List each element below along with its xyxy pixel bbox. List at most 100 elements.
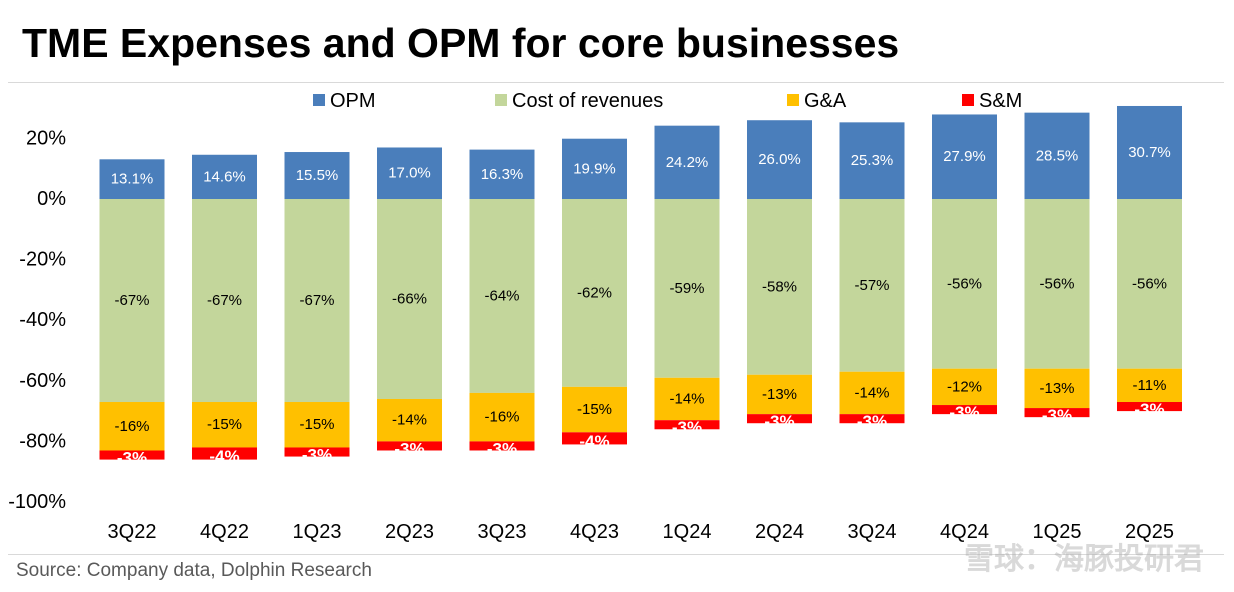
- data-label: -3%: [949, 403, 979, 422]
- data-label: -59%: [669, 280, 704, 297]
- bar-s-m: [284, 447, 350, 457]
- y-tick-label: -40%: [19, 309, 66, 331]
- y-tick-label: -100%: [8, 491, 66, 513]
- bar-s-m: [469, 441, 535, 451]
- data-label: -64%: [484, 287, 519, 304]
- bar-s-m: [192, 447, 257, 460]
- data-label: -56%: [1132, 275, 1167, 292]
- bar-g-a: [562, 386, 627, 433]
- legend-label: S&M: [979, 90, 1022, 112]
- bar-g-a: [747, 374, 812, 415]
- data-label: -14%: [392, 412, 427, 429]
- bar-cost-of-revenues: [284, 199, 350, 403]
- x-tick-label: 2Q25: [1125, 521, 1174, 543]
- data-label: 27.9%: [943, 148, 986, 165]
- bar-opm: [747, 120, 812, 199]
- bar-opm: [839, 122, 905, 199]
- data-label: 15.5%: [296, 167, 339, 184]
- bar-opm: [284, 152, 350, 199]
- bar-cost-of-revenues: [562, 199, 627, 387]
- data-label: -4%: [209, 447, 239, 466]
- bar-g-a: [377, 398, 442, 442]
- data-label: 17.0%: [388, 165, 431, 182]
- bar-cost-of-revenues: [192, 199, 257, 403]
- data-label: -67%: [114, 292, 149, 309]
- x-tick-label: 3Q22: [108, 521, 157, 543]
- bar-g-a: [284, 402, 350, 448]
- data-label: -57%: [854, 277, 889, 294]
- data-label: -67%: [299, 292, 334, 309]
- legend-swatch: [313, 94, 325, 106]
- data-label: -4%: [579, 432, 609, 451]
- data-label: -16%: [484, 409, 519, 426]
- x-tick-label: 4Q23: [570, 521, 619, 543]
- data-label: -14%: [854, 384, 889, 401]
- data-label: 24.2%: [666, 154, 709, 171]
- bar-g-a: [839, 371, 905, 415]
- x-tick-label: 4Q22: [200, 521, 249, 543]
- data-label: -3%: [1134, 400, 1164, 419]
- bar-opm: [377, 147, 442, 199]
- data-label: -3%: [394, 439, 424, 458]
- bar-g-a: [192, 402, 257, 448]
- x-tick-label: 1Q25: [1033, 521, 1082, 543]
- x-tick-label: 2Q24: [755, 521, 804, 543]
- data-label: -13%: [762, 386, 797, 403]
- data-label: -3%: [1042, 406, 1072, 425]
- bar-opm: [99, 159, 165, 199]
- legend-label: OPM: [330, 90, 376, 112]
- bar-s-m: [747, 414, 812, 424]
- data-label: -67%: [207, 292, 242, 309]
- bar-opm: [192, 154, 257, 199]
- bar-g-a: [932, 368, 997, 406]
- bar-s-m: [839, 414, 905, 424]
- data-label: -13%: [1039, 380, 1074, 397]
- bar-s-m: [377, 441, 442, 451]
- bar-cost-of-revenues: [747, 199, 812, 375]
- bar-cost-of-revenues: [932, 199, 997, 369]
- source-divider: [8, 554, 1224, 555]
- bar-g-a: [99, 402, 165, 451]
- bar-cost-of-revenues: [654, 199, 720, 378]
- bar-s-m: [932, 405, 997, 415]
- data-label: -15%: [577, 401, 612, 418]
- data-label: 26.0%: [758, 151, 801, 168]
- data-label: -3%: [857, 412, 887, 431]
- data-label: 30.7%: [1128, 144, 1171, 161]
- bar-s-m: [1117, 402, 1182, 412]
- x-tick-label: 1Q24: [663, 521, 712, 543]
- x-tick-label: 2Q23: [385, 521, 434, 543]
- data-label: 14.6%: [203, 168, 246, 185]
- y-tick-label: 0%: [37, 188, 66, 210]
- legend-swatch: [495, 94, 507, 106]
- x-tick-label: 4Q24: [940, 521, 989, 543]
- bar-s-m: [99, 450, 165, 460]
- bar-s-m: [654, 420, 720, 430]
- y-tick-label: 20%: [26, 127, 66, 149]
- watermark: 雪球：海豚投研君: [964, 543, 1204, 576]
- bar-cost-of-revenues: [839, 199, 905, 372]
- data-label: -3%: [117, 449, 147, 468]
- data-label: 16.3%: [481, 166, 524, 183]
- bar-cost-of-revenues: [1024, 199, 1090, 369]
- x-tick-label: 3Q23: [478, 521, 527, 543]
- data-label: -12%: [947, 378, 982, 395]
- bar-g-a: [1117, 368, 1182, 403]
- data-label: 19.9%: [573, 160, 616, 177]
- data-label: -56%: [947, 275, 982, 292]
- data-label: -56%: [1039, 275, 1074, 292]
- y-tick-label: -60%: [19, 370, 66, 392]
- data-label: -3%: [487, 439, 517, 458]
- data-label: 13.1%: [111, 171, 154, 188]
- data-label: -14%: [669, 390, 704, 407]
- bar-s-m: [1024, 408, 1090, 418]
- data-label: -3%: [764, 412, 794, 431]
- data-label: -62%: [577, 284, 612, 301]
- data-label: -11%: [1133, 377, 1167, 394]
- legend-label: G&A: [804, 90, 847, 112]
- bar-g-a: [469, 392, 535, 442]
- y-tick-label: -20%: [19, 249, 66, 271]
- data-label: -58%: [762, 278, 797, 295]
- bar-g-a: [1024, 368, 1090, 409]
